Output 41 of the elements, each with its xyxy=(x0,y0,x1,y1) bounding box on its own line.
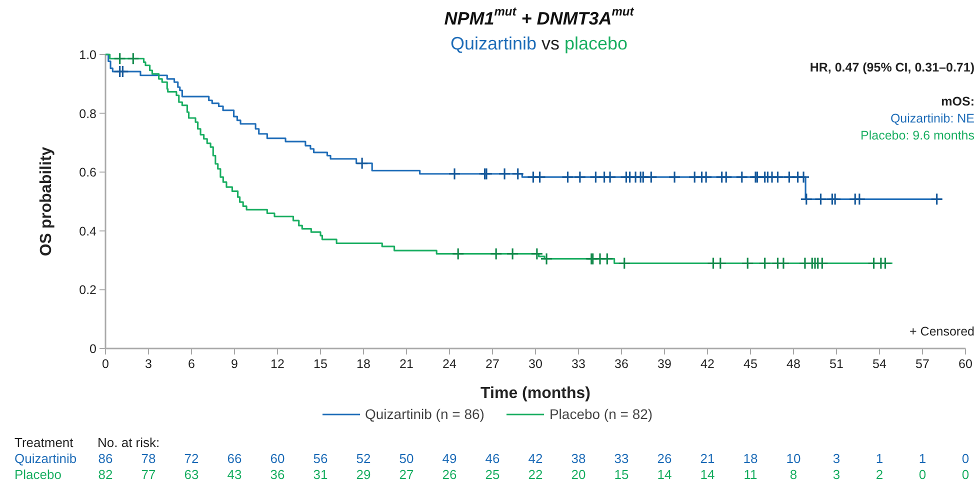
y-tick-label: 0.6 xyxy=(79,166,97,180)
chart-subtitle: Quizartinib vs placebo xyxy=(450,34,628,54)
x-tick-label: 6 xyxy=(188,357,196,371)
x-tick-label: 54 xyxy=(872,357,886,371)
x-tick-label: 30 xyxy=(528,357,542,371)
y-tick-label: 0 xyxy=(90,342,97,356)
x-tick-label: 39 xyxy=(658,357,672,371)
text: Placebo 82 77 63 43 36 31 29 27 26 25 22 20 15 14 14 11 8 3 2 0 0 xyxy=(14,467,970,482)
text: No. at risk: xyxy=(98,435,160,450)
x-tick-label: 15 xyxy=(314,357,328,371)
x-tick-label: 45 xyxy=(744,357,758,371)
y-tick-label: 0.2 xyxy=(79,283,97,298)
y-tick-label: 0.4 xyxy=(79,224,97,238)
x-tick-label: 33 xyxy=(572,357,586,371)
x-tick-label: 51 xyxy=(830,357,844,371)
x-tick-label: 27 xyxy=(486,357,500,371)
x-axis-title: Time (months) xyxy=(480,385,590,402)
x-tick-label: 48 xyxy=(786,357,800,371)
legend-label: Placebo (n = 82) xyxy=(549,406,653,422)
legend-label: Quizartinib (n = 86) xyxy=(365,406,484,422)
x-tick-label: 24 xyxy=(442,357,456,371)
x-tick-label: 57 xyxy=(916,357,930,371)
x-tick-label: 42 xyxy=(700,357,714,371)
x-tick-label: 18 xyxy=(356,357,370,371)
text: Treatment xyxy=(14,435,74,450)
annotation: + Censored xyxy=(910,324,975,338)
annotation: Placebo: 9.6 months xyxy=(860,128,975,142)
x-tick-label: 0 xyxy=(102,357,110,371)
text: Quizartinib 86 78 72 66 60 56 52 50 49 46 42 38 33 26 21 18 10 3 1 1 0 xyxy=(14,451,970,466)
annotation: Quizartinib: NE xyxy=(890,112,975,126)
y-tick-label: 0.8 xyxy=(79,106,97,121)
y-tick-label: 1.0 xyxy=(79,48,97,62)
annotation: HR, 0.47 (95% CI, 0.31–0.71) xyxy=(810,60,975,74)
x-tick-label: 60 xyxy=(958,357,972,371)
y-axis-title: OS probability xyxy=(38,146,55,256)
x-tick-label: 36 xyxy=(614,357,628,371)
x-tick-label: 9 xyxy=(231,357,238,371)
x-tick-label: 3 xyxy=(145,357,152,371)
x-tick-label: 21 xyxy=(400,357,414,371)
annotation: mOS: xyxy=(941,94,975,108)
x-tick-label: 12 xyxy=(270,357,284,371)
